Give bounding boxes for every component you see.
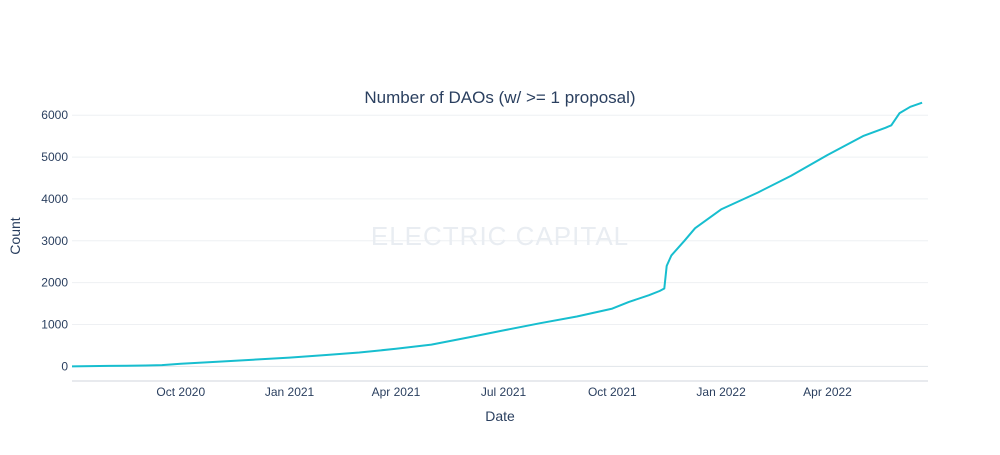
series-group [71, 101, 923, 368]
x-tick-label: Jan 2021 [265, 385, 315, 399]
y-tick-label: 2000 [41, 276, 68, 290]
watermark-text: ELECTRIC CAPITAL [371, 221, 629, 251]
y-tick-label: 4000 [41, 192, 68, 206]
y-tick-label: 5000 [41, 150, 68, 164]
y-tick-label: 0 [61, 359, 68, 373]
gridlines [72, 114, 928, 367]
series-line [71, 101, 923, 368]
x-tick-label: Oct 2020 [156, 385, 205, 399]
x-tick-label: Apr 2021 [372, 385, 421, 399]
y-axis-ticks: 0 1000 2000 3000 4000 5000 6000 [41, 108, 68, 373]
x-tick-label: Oct 2021 [588, 385, 637, 399]
x-axis-ticks: Oct 2020 Jan 2021 Apr 2021 Jul 2021 Oct 2021… [156, 385, 852, 399]
y-axis-title: Count [7, 217, 23, 254]
x-tick-label: Jan 2022 [696, 385, 746, 399]
x-axis-title: Date [485, 408, 515, 424]
chart-title: Number of DAOs (w/ >= 1 proposal) [364, 88, 635, 107]
y-tick-label: 6000 [41, 108, 68, 122]
x-tick-label: Apr 2022 [803, 385, 852, 399]
x-tick-label: Jul 2021 [481, 385, 527, 399]
y-tick-label: 3000 [41, 234, 68, 248]
y-tick-label: 1000 [41, 317, 68, 331]
